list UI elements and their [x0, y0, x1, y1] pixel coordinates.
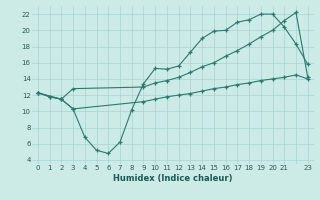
X-axis label: Humidex (Indice chaleur): Humidex (Indice chaleur)	[113, 174, 233, 183]
